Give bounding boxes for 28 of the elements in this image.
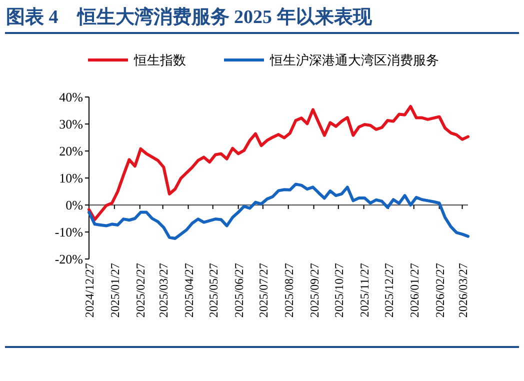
x-tick-label: 2025/03/27	[156, 263, 170, 318]
y-tick-label: -20%	[54, 252, 84, 266]
x-tick-label: 2025/05/27	[206, 263, 220, 318]
chart-title: 图表 4 恒生大湾消费服务 2025 年以来表现	[6, 6, 373, 28]
y-tick-label: 20%	[59, 144, 84, 158]
x-tick-label: 2026/01/27	[407, 263, 422, 318]
y-tick-label: 40%	[59, 90, 84, 104]
legend-label: 恒生指数	[133, 52, 186, 68]
x-tick-label: 2025/06/27	[232, 263, 246, 318]
x-tick-label: 2026/02/27	[432, 263, 447, 318]
x-tick-label: 2025/02/27	[133, 263, 148, 318]
x-tick-label: 2024/12/27	[82, 263, 96, 318]
x-tick-label: 2025/12/27	[382, 263, 396, 318]
legend-label: 恒生沪深港通大湾区消费服务	[269, 52, 439, 68]
x-tick-label: 2025/04/27	[182, 263, 196, 318]
x-tick-label: 2025/07/27	[256, 263, 270, 318]
x-tick-label: 2026/03/27	[456, 263, 470, 318]
x-tick-label: 2025/11/27	[357, 263, 372, 318]
x-tick-label: 2025/08/27	[282, 263, 296, 318]
x-tick-label: 2025/01/27	[108, 263, 122, 318]
y-tick-label: 30%	[59, 116, 84, 132]
x-tick-label: 2025/10/27	[332, 263, 346, 318]
y-tick-label: 10%	[59, 170, 84, 186]
x-tick-label: 2025/09/27	[307, 263, 322, 318]
line-series	[88, 104, 470, 222]
line-series	[88, 182, 470, 240]
y-tick-label: -10%	[54, 224, 84, 240]
y-tick-label: 0%	[66, 198, 84, 212]
